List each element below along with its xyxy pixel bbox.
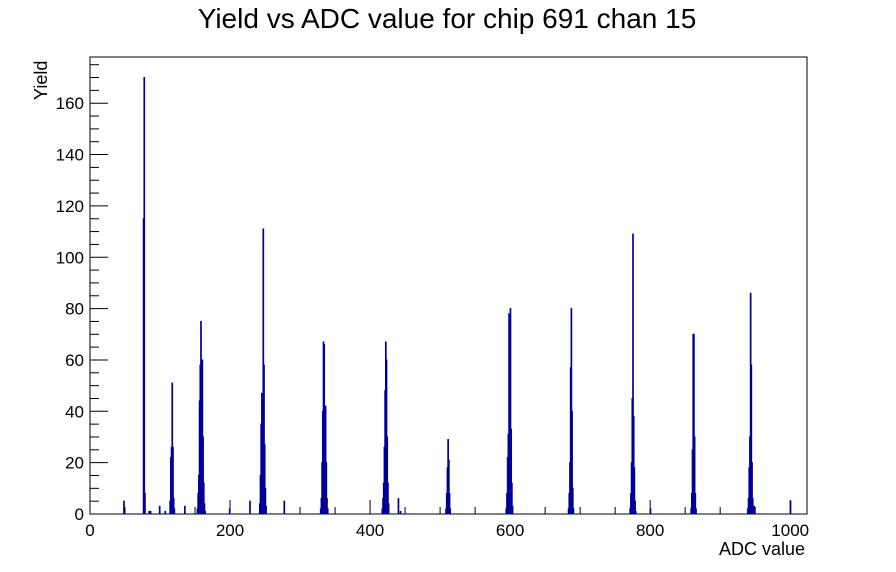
chart-title: Yield vs ADC value for chip 691 chan 15 — [198, 3, 697, 34]
histogram-bin — [204, 510, 207, 515]
histogram-bin — [789, 500, 792, 515]
x-tick-label: 400 — [356, 521, 384, 540]
histogram-bin — [649, 508, 652, 515]
x-tick-label: 200 — [216, 521, 244, 540]
y-tick-label: 80 — [65, 300, 84, 319]
histogram-bin — [158, 505, 161, 515]
histogram-bin — [511, 505, 514, 515]
x-tick-label: 0 — [85, 521, 94, 540]
histogram-bin — [164, 510, 167, 515]
histogram-bin — [228, 508, 231, 515]
histogram-bin — [184, 505, 186, 515]
histogram-bin — [173, 508, 176, 515]
histogram-bin — [449, 508, 452, 515]
y-tick-label: 120 — [56, 197, 84, 216]
histogram-bin — [399, 510, 402, 515]
y-axis: 0 20 40 60 80 100 120 140 160 — [56, 64, 108, 524]
y-tick-label: 20 — [65, 454, 84, 473]
y-tick-label: 40 — [65, 402, 84, 421]
histogram-bin — [265, 505, 267, 515]
histogram-bin — [148, 510, 151, 515]
y-tick-label: 0 — [75, 505, 84, 524]
histogram-bin — [249, 500, 251, 515]
x-axis-label: ADC value — [719, 539, 805, 559]
histogram-bin — [144, 492, 146, 515]
histogram-bin — [326, 508, 329, 515]
histogram-bin — [397, 498, 400, 515]
histogram-bin — [695, 508, 697, 515]
y-axis-label: Yield — [31, 61, 51, 100]
histogram-bin — [753, 505, 755, 515]
y-tick-label: 160 — [56, 94, 84, 113]
y-tick-label: 60 — [65, 351, 84, 370]
histogram-bin — [283, 500, 286, 515]
histogram-bin — [634, 510, 637, 515]
histogram-bin — [143, 77, 146, 515]
histogram-bin — [387, 503, 390, 515]
histogram-bin — [123, 500, 125, 515]
histogram-bin — [149, 510, 152, 515]
x-tick-label: 600 — [496, 521, 524, 540]
x-axis: 0 200 400 600 800 1000 — [85, 500, 809, 540]
y-tick-label: 140 — [56, 146, 84, 165]
histogram-bin — [572, 508, 575, 515]
y-tick-label: 100 — [56, 248, 84, 267]
x-tick-label: 800 — [636, 521, 664, 540]
histogram-series — [123, 77, 792, 515]
x-tick-label: 1000 — [771, 521, 809, 540]
